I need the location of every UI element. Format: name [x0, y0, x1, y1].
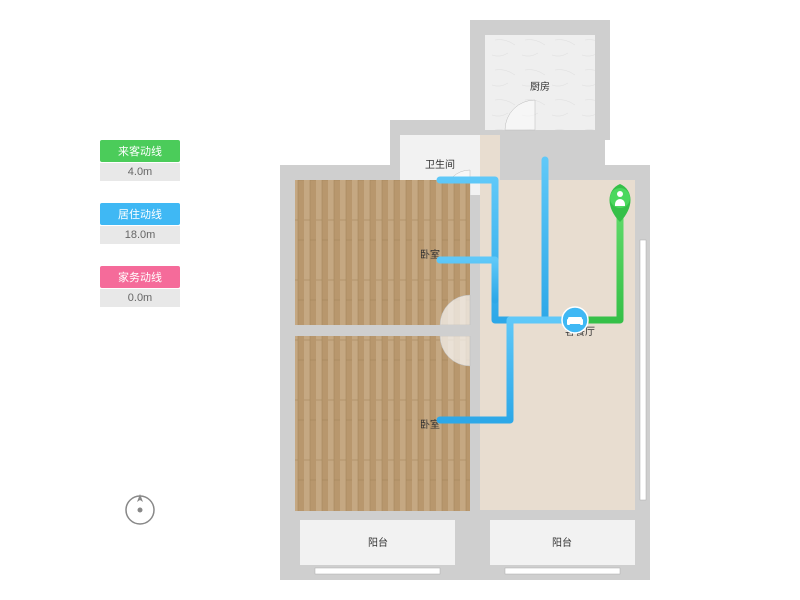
living-marker-icon: [562, 307, 588, 333]
room-bedroom-1: [295, 180, 470, 325]
floorplan-diagram: 厨房 卫生间 卧室 卧室 客餐厅 阳台 阳台: [280, 20, 660, 580]
compass-icon: [120, 490, 160, 535]
legend-item-chore: 家务动线 0.0m: [100, 266, 180, 307]
legend-label-guest: 来客动线: [100, 140, 180, 162]
label-balcony-2: 阳台: [552, 536, 572, 549]
legend-label-chore: 家务动线: [100, 266, 180, 288]
legend-value-living: 18.0m: [100, 226, 180, 244]
legend-panel: 来客动线 4.0m 居住动线 18.0m 家务动线 0.0m: [100, 140, 180, 329]
legend-value-guest: 4.0m: [100, 163, 180, 181]
label-balcony-1: 阳台: [368, 536, 388, 549]
room-living: [480, 180, 635, 510]
legend-value-chore: 0.0m: [100, 289, 180, 307]
label-bathroom: 卫生间: [425, 158, 455, 171]
legend-item-living: 居住动线 18.0m: [100, 203, 180, 244]
label-kitchen: 厨房: [530, 80, 550, 93]
legend-label-living: 居住动线: [100, 203, 180, 225]
legend-item-guest: 来客动线 4.0m: [100, 140, 180, 181]
